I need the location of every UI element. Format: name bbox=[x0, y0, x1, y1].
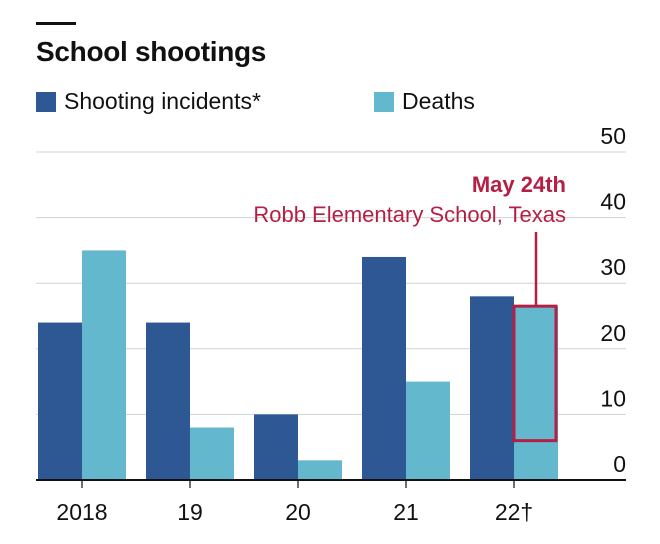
annotation-place: Robb Elementary School, Texas bbox=[253, 202, 566, 227]
bar-deaths-20 bbox=[298, 460, 342, 480]
y-tick-label: 0 bbox=[613, 451, 626, 477]
legend-label-deaths: Deaths bbox=[402, 88, 475, 114]
x-tick-label: 22† bbox=[495, 499, 533, 525]
bar-incidents-21 bbox=[362, 256, 406, 480]
legend-swatch-deaths bbox=[374, 91, 394, 112]
bar-incidents-19 bbox=[146, 322, 190, 480]
x-tick-label: 20 bbox=[285, 499, 311, 525]
y-tick-label: 30 bbox=[600, 254, 626, 280]
x-tick-label: 21 bbox=[393, 499, 419, 525]
title-rule bbox=[36, 22, 76, 25]
bar-incidents-2018 bbox=[38, 322, 82, 480]
y-tick-label: 20 bbox=[600, 320, 626, 346]
y-tick-label: 10 bbox=[600, 385, 626, 411]
y-tick-label: 40 bbox=[600, 189, 626, 215]
annotation-date: May 24th bbox=[472, 172, 566, 197]
x-tick-label: 2018 bbox=[56, 499, 107, 525]
x-tick-label: 19 bbox=[177, 499, 203, 525]
legend-item-deaths: Deaths bbox=[374, 88, 475, 115]
bar-deaths-19 bbox=[190, 427, 234, 480]
bar-deaths-21 bbox=[406, 381, 450, 480]
bar-deaths-2018 bbox=[82, 250, 126, 480]
y-tick-label: 50 bbox=[600, 123, 626, 149]
bar-incidents-22 bbox=[470, 296, 514, 480]
legend-label-incidents: Shooting incidents* bbox=[64, 88, 261, 114]
legend-item-incidents: Shooting incidents* bbox=[36, 88, 261, 115]
bar-incidents-20 bbox=[254, 414, 298, 480]
legend: Shooting incidents* Deaths bbox=[36, 88, 596, 118]
chart-title: School shootings bbox=[36, 36, 267, 67]
legend-swatch-incidents bbox=[36, 91, 56, 112]
bar-deaths-22 bbox=[514, 306, 558, 480]
